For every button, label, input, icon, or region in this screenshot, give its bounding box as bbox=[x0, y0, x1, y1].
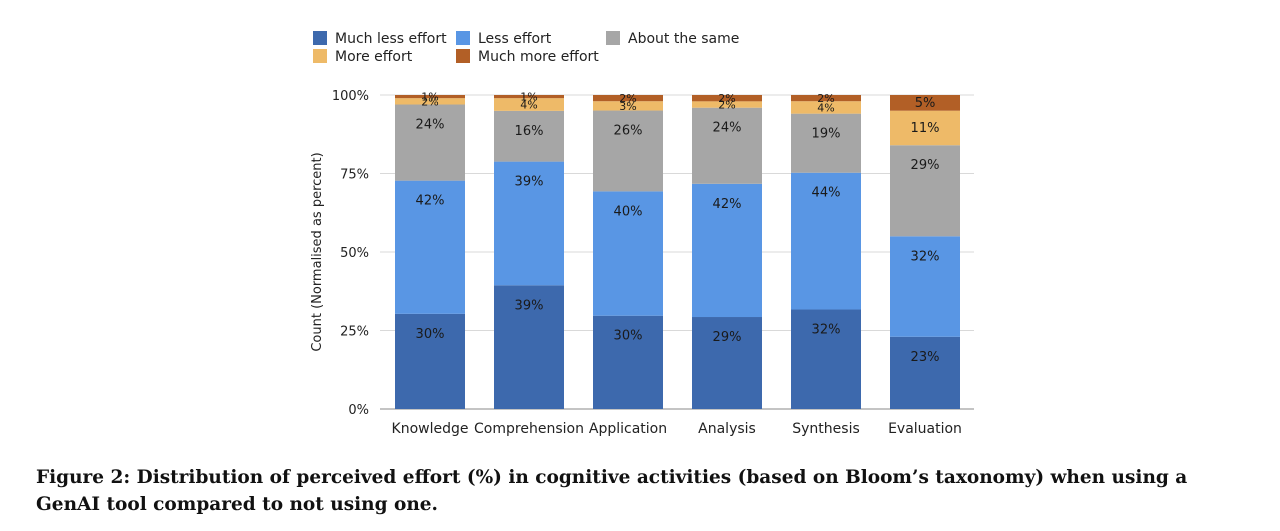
legend: Much less effort Less effort About the sam… bbox=[313, 31, 739, 65]
data-label: 24% bbox=[416, 118, 445, 133]
data-label: 32% bbox=[812, 323, 841, 338]
bar-segment bbox=[890, 145, 960, 237]
data-label: 19% bbox=[812, 127, 841, 142]
data-label: 39% bbox=[515, 298, 544, 313]
y-axis-label: Count (Normalised as percent) bbox=[310, 152, 325, 351]
x-category-label: Analysis bbox=[698, 421, 756, 437]
bar-segment bbox=[494, 98, 564, 111]
data-label: 2% bbox=[817, 92, 834, 105]
gridlines bbox=[380, 94, 974, 410]
y-axis: 0% 25% 50% 75% 100% bbox=[332, 89, 369, 418]
bar-segment bbox=[593, 191, 663, 316]
bar-segment bbox=[692, 101, 762, 108]
figure-caption: Figure 2: Distribution of perceived effo… bbox=[36, 467, 1188, 515]
data-label: 3% bbox=[619, 100, 636, 113]
x-axis: Knowledge Comprehension Application Analysi… bbox=[392, 421, 962, 437]
bar-segment bbox=[692, 107, 762, 184]
y-tick-label: 100% bbox=[332, 89, 369, 104]
data-label: 16% bbox=[515, 124, 544, 139]
data-label: 40% bbox=[614, 204, 643, 219]
data-label: 42% bbox=[713, 197, 742, 212]
data-label: 39% bbox=[515, 175, 544, 190]
bar-segment bbox=[395, 104, 465, 181]
legend-label: More effort bbox=[335, 49, 413, 65]
bars bbox=[395, 95, 960, 409]
data-label: 32% bbox=[911, 249, 940, 264]
bar-segment bbox=[791, 309, 861, 409]
bar-segment bbox=[593, 315, 663, 409]
x-category-label: Synthesis bbox=[792, 421, 860, 437]
bar-segment bbox=[395, 313, 465, 409]
data-label: 1% bbox=[520, 91, 537, 104]
data-labels: 30%42%24%2%1%39%39%16%4%1%30%40%26%3%2%2… bbox=[416, 91, 940, 365]
data-label: 29% bbox=[713, 330, 742, 345]
data-label: 30% bbox=[416, 327, 445, 342]
bar-segment bbox=[494, 161, 564, 286]
legend-swatch bbox=[456, 31, 470, 45]
bar-segment bbox=[494, 110, 564, 162]
data-label: 24% bbox=[713, 121, 742, 136]
legend-swatch bbox=[606, 31, 620, 45]
data-label: 42% bbox=[416, 194, 445, 209]
data-label: 26% bbox=[614, 124, 643, 139]
bar-segment bbox=[494, 285, 564, 409]
bar-segment bbox=[692, 95, 762, 102]
data-label: 1% bbox=[421, 91, 438, 104]
legend-label: Much more effort bbox=[478, 49, 599, 65]
data-label: 30% bbox=[614, 329, 643, 344]
x-category-label: Evaluation bbox=[888, 421, 962, 437]
data-label: 2% bbox=[718, 92, 735, 105]
data-label: 2% bbox=[421, 95, 438, 108]
bar-segment bbox=[593, 101, 663, 111]
bar-segment bbox=[791, 113, 861, 173]
legend-swatch bbox=[313, 31, 327, 45]
bar-segment bbox=[692, 317, 762, 409]
bar-segment bbox=[395, 95, 465, 99]
data-label: 44% bbox=[812, 186, 841, 201]
legend-swatch bbox=[313, 49, 327, 63]
stacked-bar-chart: 30%42%24%2%1%39%39%16%4%1%30%40%26%3%2%2… bbox=[310, 31, 974, 437]
bar-segment bbox=[395, 98, 465, 105]
data-label: 5% bbox=[915, 96, 936, 111]
data-label: 11% bbox=[911, 121, 940, 136]
y-tick-label: 50% bbox=[340, 246, 369, 261]
data-label: 4% bbox=[817, 101, 834, 114]
bar-segment bbox=[791, 95, 861, 102]
x-category-label: Knowledge bbox=[392, 421, 469, 437]
y-tick-label: 75% bbox=[340, 168, 369, 183]
bar-segment bbox=[890, 236, 960, 337]
bar-segment bbox=[890, 336, 960, 409]
data-label: 2% bbox=[718, 99, 735, 112]
bar-segment bbox=[692, 183, 762, 318]
x-category-label: Comprehension bbox=[474, 421, 584, 437]
legend-label: About the same bbox=[628, 31, 739, 47]
legend-label: Much less effort bbox=[335, 31, 447, 47]
bar-segment bbox=[890, 110, 960, 146]
data-label: 29% bbox=[911, 158, 940, 173]
data-label: 2% bbox=[619, 92, 636, 105]
bar-segment bbox=[791, 172, 861, 310]
data-label: 23% bbox=[911, 350, 940, 365]
bar-segment bbox=[791, 101, 861, 114]
bar-segment bbox=[593, 110, 663, 192]
y-tick-label: 0% bbox=[348, 403, 369, 418]
x-category-label: Application bbox=[589, 421, 667, 437]
bar-segment bbox=[890, 95, 960, 111]
bar-segment bbox=[593, 95, 663, 102]
y-tick-label: 25% bbox=[340, 325, 369, 340]
bar-segment bbox=[494, 95, 564, 99]
bar-segment bbox=[395, 180, 465, 314]
legend-swatch bbox=[456, 49, 470, 63]
legend-label: Less effort bbox=[478, 31, 552, 47]
data-label: 4% bbox=[520, 99, 537, 112]
